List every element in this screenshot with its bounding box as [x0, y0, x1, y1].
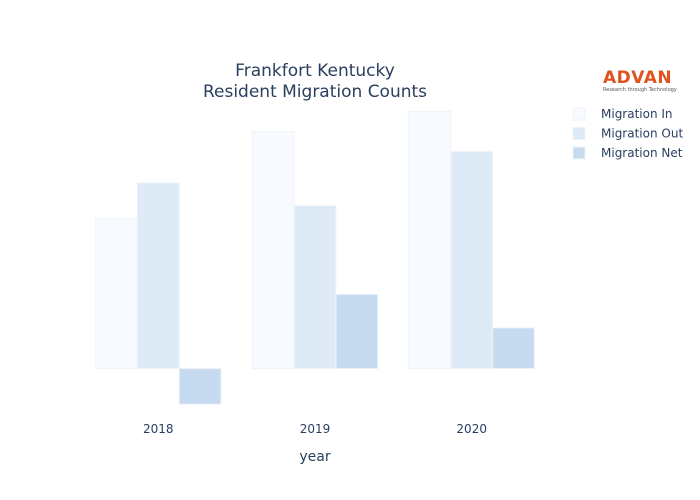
bar-migration-net-2019[interactable]: [335, 293, 379, 370]
chart-title-line-1: Frankfort Kentucky: [235, 61, 395, 81]
x-axis-ticks: 2018 2019 2020: [143, 422, 487, 436]
x-tick-label-2018: 2018: [143, 422, 174, 436]
legend[interactable]: Migration In Migration Out Migration Net: [572, 107, 683, 160]
chart-title: Frankfort Kentucky Resident Migration Co…: [203, 61, 427, 102]
legend-item-migration-net[interactable]: Migration Net: [572, 146, 683, 160]
legend-label: Migration Net: [601, 146, 683, 160]
advan-logo: ADVAN Research through Technology: [603, 68, 677, 93]
logo-tagline: Research through Technology: [603, 87, 677, 93]
bar-migration-out-2019[interactable]: [293, 205, 337, 370]
plot-area: [95, 110, 535, 405]
x-tick-label-2020: 2020: [456, 422, 487, 436]
logo-wordmark: ADVAN: [603, 68, 672, 88]
x-axis-title: year: [299, 449, 330, 465]
bar-migration-net-2020[interactable]: [492, 327, 535, 370]
bar-migration-out-2018[interactable]: [136, 182, 180, 370]
legend-swatch: [572, 107, 586, 121]
legend-item-migration-in[interactable]: Migration In: [572, 107, 673, 121]
legend-swatch: [572, 127, 586, 140]
legend-swatch: [572, 146, 586, 160]
legend-label: Migration Out: [601, 127, 683, 141]
bar-migration-in-2019[interactable]: [251, 130, 295, 369]
bar-migration-in-2018[interactable]: [95, 218, 138, 370]
bar-migration-net-2018[interactable]: [178, 368, 222, 405]
chart-title-line-2: Resident Migration Counts: [203, 82, 427, 102]
bar-migration-out-2020[interactable]: [450, 150, 494, 369]
legend-label: Migration In: [601, 107, 673, 121]
bar-migration-in-2020[interactable]: [408, 110, 452, 370]
legend-item-migration-out[interactable]: Migration Out: [572, 127, 683, 141]
x-tick-label-2019: 2019: [300, 422, 331, 436]
